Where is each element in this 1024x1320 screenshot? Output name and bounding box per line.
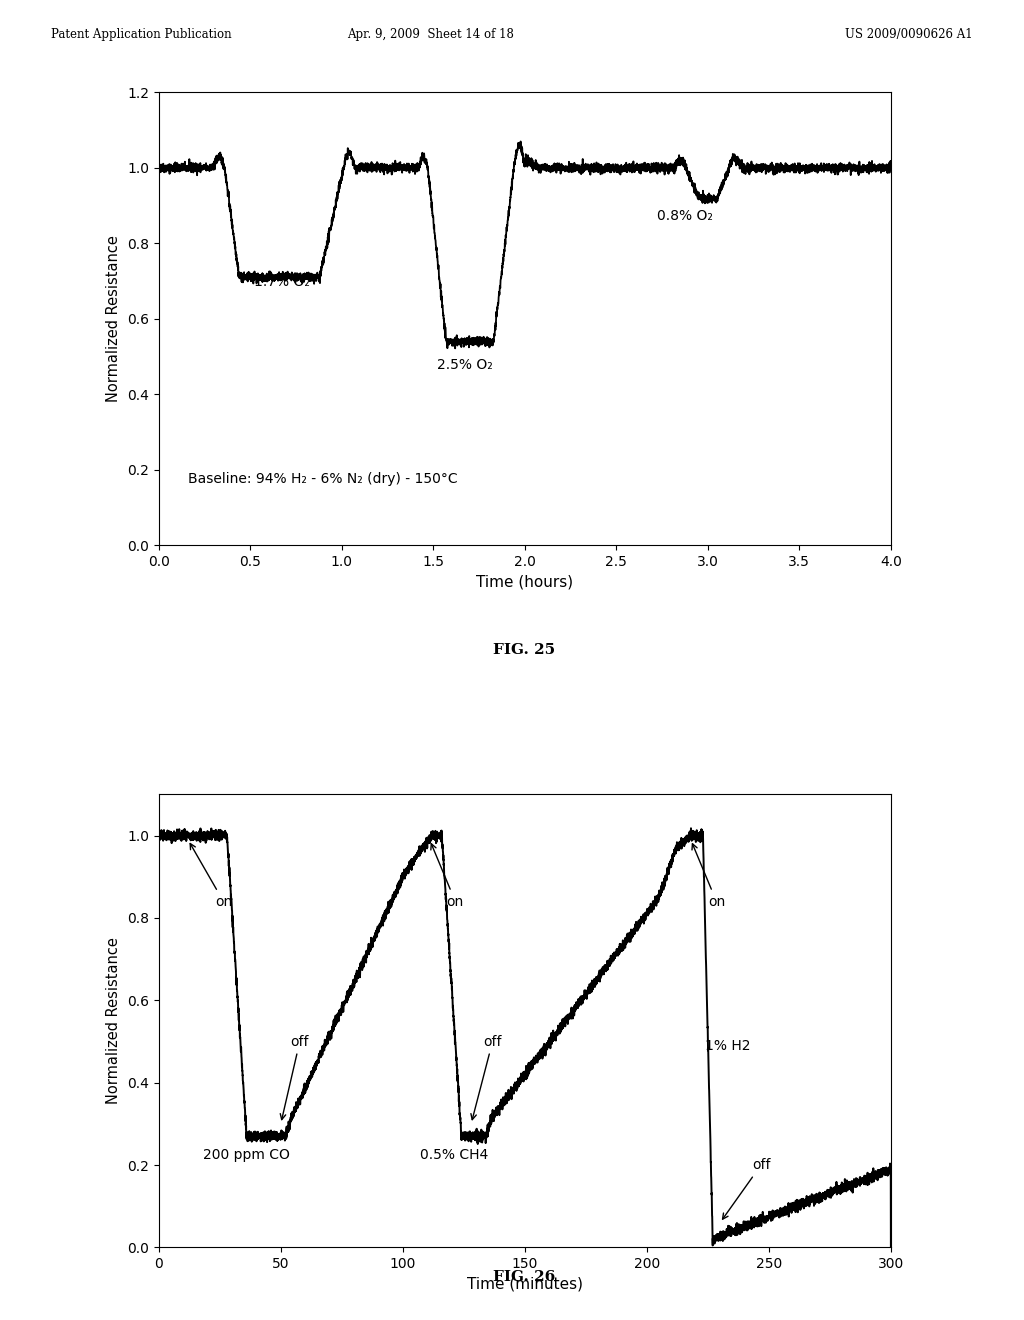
Text: Patent Application Publication: Patent Application Publication	[51, 28, 231, 41]
Text: 200 ppm CO: 200 ppm CO	[203, 1148, 290, 1162]
Text: on: on	[190, 843, 232, 908]
Text: 2.5% O₂: 2.5% O₂	[437, 358, 493, 372]
Y-axis label: Normalized Resistance: Normalized Resistance	[106, 937, 122, 1105]
Text: on: on	[692, 843, 725, 908]
Text: Baseline: 94% H₂ - 6% N₂ (dry) - 150°C: Baseline: 94% H₂ - 6% N₂ (dry) - 150°C	[188, 473, 458, 487]
Y-axis label: Normalized Resistance: Normalized Resistance	[106, 235, 122, 403]
Text: US 2009/0090626 A1: US 2009/0090626 A1	[845, 28, 973, 41]
Text: FIG. 25: FIG. 25	[494, 643, 555, 657]
Text: 1% H2: 1% H2	[706, 1039, 751, 1053]
X-axis label: Time (minutes): Time (minutes)	[467, 1276, 583, 1292]
Text: off: off	[281, 1035, 309, 1119]
Text: off: off	[471, 1035, 502, 1119]
X-axis label: Time (hours): Time (hours)	[476, 574, 573, 590]
Text: off: off	[723, 1158, 770, 1220]
Text: on: on	[431, 843, 464, 908]
Text: FIG. 26: FIG. 26	[494, 1270, 555, 1284]
Text: 0.5% CH4: 0.5% CH4	[420, 1148, 488, 1162]
Text: Apr. 9, 2009  Sheet 14 of 18: Apr. 9, 2009 Sheet 14 of 18	[347, 28, 513, 41]
Text: 0.8% O₂: 0.8% O₂	[656, 209, 713, 223]
Text: 1.7% O₂: 1.7% O₂	[254, 275, 310, 289]
